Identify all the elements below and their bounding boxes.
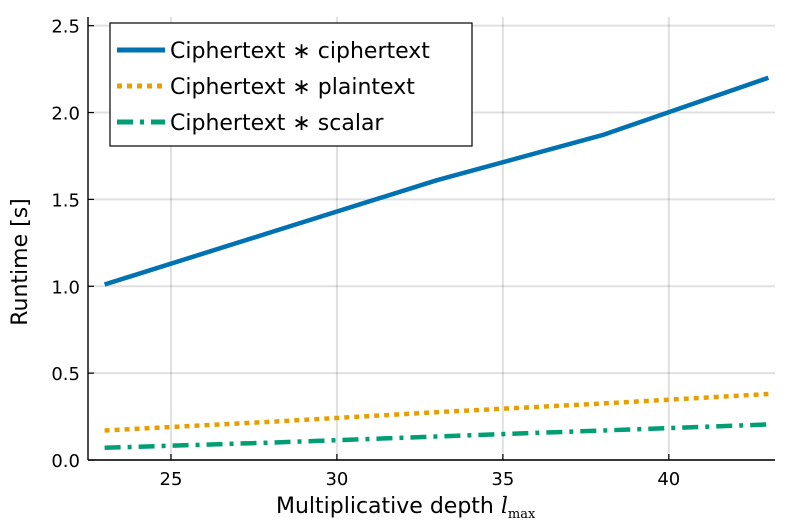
legend-label-1: Ciphertext ∗ ciphertext — [170, 39, 430, 64]
legend-box — [109, 22, 473, 147]
series-line-2 — [104, 391, 769, 433]
y-tick-label: 2.5 — [51, 17, 80, 38]
legend-label-2: Ciphertext ∗ plaintext — [170, 75, 415, 100]
x-tick-label: 25 — [160, 469, 183, 490]
x-tick-label: 35 — [491, 469, 514, 490]
y-tick-label: 2.0 — [51, 104, 80, 125]
x-tick-label: 40 — [657, 469, 680, 490]
y-axis-label: Runtime [s] — [8, 198, 33, 326]
legend-label-3: Ciphertext ∗ scalar — [170, 111, 384, 136]
y-tick-label: 0.0 — [51, 451, 80, 472]
legend: Ciphertext ∗ ciphertext Ciphertext ∗ plai… — [109, 22, 473, 147]
axes — [87, 17, 775, 461]
series-layer — [103, 75, 770, 451]
series-line-3 — [104, 422, 769, 451]
y-tick-label: 0.5 — [51, 364, 80, 385]
tick-labels: 25 30 35 40 0.0 0.5 1.0 1.5 2.0 2.5 — [51, 17, 680, 490]
series-line-1 — [103, 75, 770, 287]
y-tick-label: 1.0 — [51, 277, 80, 298]
x-tick-label: 30 — [325, 469, 348, 490]
y-tick-label: 1.5 — [51, 190, 80, 211]
x-axis-label: Multiplicative depth lmax — [276, 494, 536, 522]
